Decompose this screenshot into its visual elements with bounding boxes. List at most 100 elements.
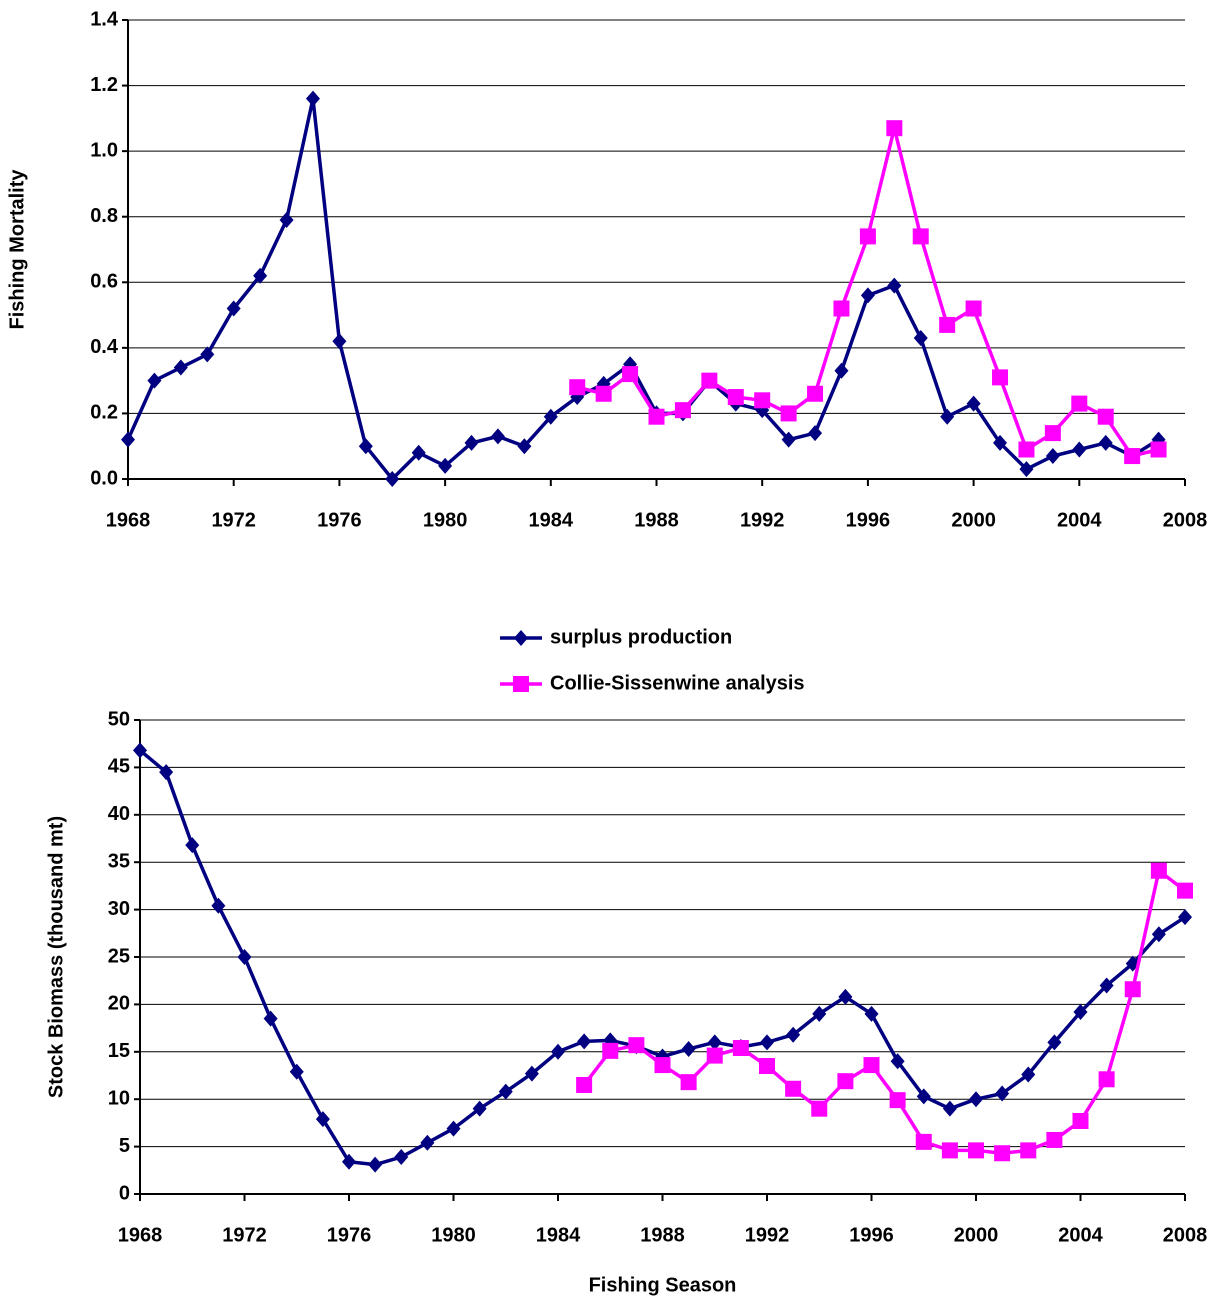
marker bbox=[707, 1034, 722, 1051]
marker bbox=[1099, 977, 1114, 994]
marker bbox=[864, 1005, 879, 1022]
marker bbox=[807, 385, 824, 402]
marker bbox=[837, 1073, 854, 1090]
y-tick-label: 1.2 bbox=[90, 74, 118, 96]
y-tick-label: 15 bbox=[108, 1040, 130, 1062]
marker bbox=[1044, 425, 1061, 442]
marker bbox=[834, 362, 849, 379]
y-tick-label: 30 bbox=[108, 898, 130, 920]
y-axis-label: Fishing Mortality bbox=[6, 169, 28, 330]
marker bbox=[1177, 882, 1193, 899]
marker bbox=[860, 287, 875, 304]
marker bbox=[1151, 926, 1166, 943]
y-tick-label: 5 bbox=[119, 1135, 130, 1157]
marker bbox=[781, 431, 796, 448]
marker bbox=[681, 1040, 696, 1057]
x-tick-label: 2000 bbox=[954, 1224, 999, 1246]
marker bbox=[121, 431, 135, 448]
marker bbox=[253, 267, 268, 284]
y-axis-label: Stock Biomass (thousand mt) bbox=[45, 816, 67, 1098]
marker bbox=[1019, 461, 1034, 478]
marker bbox=[1124, 448, 1141, 465]
marker bbox=[577, 1033, 592, 1050]
x-tick-label: 1996 bbox=[849, 1224, 894, 1246]
marker bbox=[1045, 448, 1060, 465]
x-tick-label: 1968 bbox=[106, 509, 151, 531]
marker bbox=[289, 1063, 304, 1080]
marker bbox=[674, 402, 691, 419]
y-tick-label: 0.8 bbox=[90, 205, 118, 227]
marker bbox=[965, 300, 982, 317]
x-tick-label: 2008 bbox=[1163, 509, 1208, 531]
marker bbox=[1047, 1034, 1062, 1051]
marker bbox=[185, 837, 200, 854]
y-tick-label: 20 bbox=[108, 993, 130, 1015]
marker bbox=[628, 1037, 645, 1054]
marker bbox=[211, 897, 226, 914]
marker bbox=[446, 1120, 461, 1137]
marker bbox=[942, 1100, 957, 1117]
marker bbox=[785, 1080, 802, 1097]
marker bbox=[648, 408, 665, 425]
marker bbox=[1097, 408, 1114, 425]
marker bbox=[133, 742, 147, 759]
x-tick-label: 1968 bbox=[118, 1224, 163, 1246]
marker bbox=[595, 385, 612, 402]
marker bbox=[368, 1156, 383, 1173]
marker bbox=[812, 1005, 827, 1022]
marker bbox=[1124, 981, 1141, 998]
marker bbox=[1021, 1066, 1036, 1083]
marker bbox=[490, 428, 505, 445]
x-axis-label: Fishing Season bbox=[589, 1274, 737, 1296]
marker bbox=[969, 1091, 983, 1108]
y-tick-label: 0.6 bbox=[90, 271, 118, 293]
marker bbox=[305, 90, 320, 107]
marker bbox=[394, 1149, 409, 1166]
marker bbox=[1020, 1142, 1037, 1159]
x-tick-label: 1976 bbox=[327, 1224, 372, 1246]
y-tick-label: 50 bbox=[108, 708, 130, 730]
marker bbox=[786, 1026, 801, 1043]
marker bbox=[517, 438, 532, 455]
marker bbox=[1018, 441, 1035, 458]
marker bbox=[513, 676, 529, 692]
marker bbox=[808, 425, 823, 442]
marker bbox=[940, 408, 955, 425]
marker bbox=[995, 1085, 1010, 1102]
marker bbox=[890, 1053, 905, 1070]
x-tick-label: 1984 bbox=[536, 1224, 581, 1246]
marker bbox=[622, 366, 639, 383]
marker bbox=[760, 1034, 774, 1051]
marker bbox=[543, 408, 558, 425]
x-tick-label: 1980 bbox=[423, 509, 468, 531]
marker bbox=[551, 1043, 565, 1060]
x-tick-label: 1992 bbox=[745, 1224, 790, 1246]
marker bbox=[968, 1142, 984, 1159]
marker bbox=[994, 1145, 1011, 1162]
marker bbox=[887, 277, 902, 294]
x-tick-label: 1988 bbox=[634, 509, 679, 531]
x-tick-label: 2004 bbox=[1058, 1224, 1103, 1246]
marker bbox=[859, 228, 876, 245]
marker bbox=[701, 372, 718, 389]
marker bbox=[332, 333, 347, 350]
x-tick-label: 1988 bbox=[640, 1224, 685, 1246]
legend-label: surplus production bbox=[550, 626, 732, 648]
marker bbox=[732, 1040, 749, 1057]
x-tick-label: 2008 bbox=[1163, 1224, 1208, 1246]
marker bbox=[472, 1100, 487, 1117]
x-tick-label: 1972 bbox=[222, 1224, 267, 1246]
marker bbox=[912, 228, 929, 245]
marker bbox=[514, 630, 528, 646]
marker bbox=[263, 1010, 278, 1027]
x-tick-label: 2000 bbox=[951, 509, 996, 531]
x-tick-label: 1996 bbox=[846, 509, 891, 531]
y-tick-label: 10 bbox=[108, 1087, 130, 1109]
marker bbox=[237, 949, 252, 965]
marker bbox=[913, 330, 928, 347]
marker bbox=[1150, 862, 1167, 879]
marker bbox=[159, 764, 174, 781]
marker bbox=[1098, 434, 1113, 451]
marker bbox=[1046, 1131, 1063, 1148]
